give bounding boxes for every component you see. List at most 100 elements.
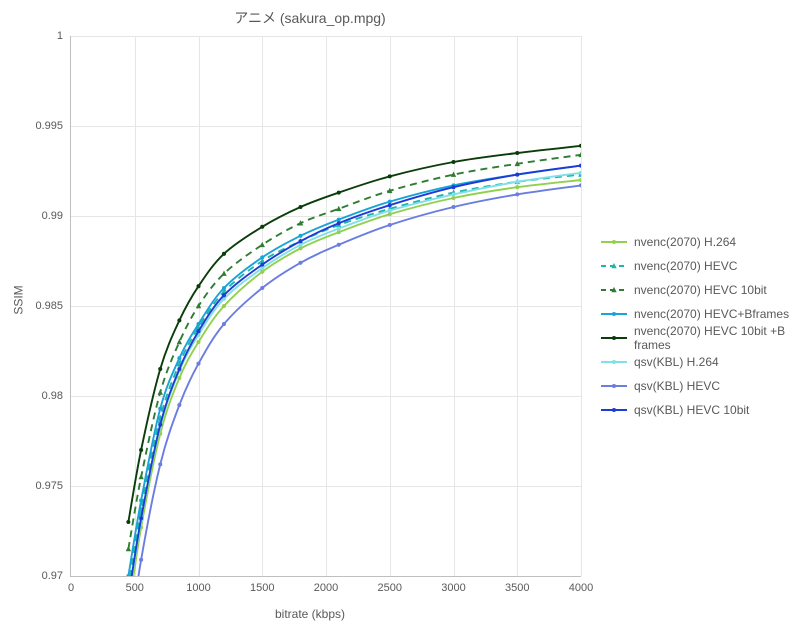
series-marker: [298, 239, 302, 243]
legend-swatch: [600, 403, 628, 417]
y-tick-label: 0.98: [42, 390, 63, 402]
series-line: [128, 185, 581, 627]
x-tick-label: 2500: [378, 582, 402, 594]
series-marker: [337, 191, 341, 195]
x-tick-label: 1000: [186, 582, 210, 594]
series-marker: [337, 218, 341, 222]
series-marker: [515, 185, 519, 189]
series-marker: [222, 286, 226, 290]
x-tick-label: 1500: [250, 582, 274, 594]
series-marker: [337, 227, 341, 231]
series-marker: [126, 520, 130, 524]
series-marker: [298, 243, 302, 247]
x-tick-label: 3000: [441, 582, 465, 594]
series-marker: [388, 209, 392, 213]
series-marker: [451, 185, 455, 189]
series-marker: [222, 293, 226, 297]
series-marker: [260, 242, 265, 247]
series-marker: [177, 318, 181, 322]
series-marker: [196, 362, 200, 366]
series-marker: [388, 200, 392, 204]
series-marker: [388, 223, 392, 227]
series-marker: [515, 192, 519, 196]
legend-label: nvenc(2070) HEVC+Bframes: [634, 307, 789, 321]
series-marker: [158, 367, 162, 371]
series-layer: [71, 36, 581, 576]
legend-swatch: [600, 355, 628, 369]
chart-container: アニメ (sakura_op.mpg) SSIM bitrate (kbps) …: [0, 0, 800, 627]
series-marker: [222, 322, 226, 326]
series-marker: [158, 389, 163, 394]
series-marker: [579, 178, 583, 182]
legend-item: qsv(KBL) HEVC: [600, 374, 800, 398]
series-marker: [579, 164, 583, 168]
series-marker: [196, 340, 200, 344]
series-marker: [337, 230, 341, 234]
series-marker: [138, 474, 143, 479]
legend-label: nvenc(2070) HEVC 10bit +B frames: [634, 324, 800, 352]
legend-item: nvenc(2070) HEVC 10bit +B frames: [600, 326, 800, 350]
x-tick-label: 2000: [314, 582, 338, 594]
legend: nvenc(2070) H.264nvenc(2070) HEVCnvenc(2…: [600, 230, 800, 422]
series-marker: [451, 160, 455, 164]
series-marker: [260, 263, 264, 267]
y-tick-label: 0.985: [35, 300, 63, 312]
legend-swatch: [600, 283, 628, 297]
legend-item: nvenc(2070) HEVC+Bframes: [600, 302, 800, 326]
series-marker: [298, 246, 302, 250]
legend-item: nvenc(2070) H.264: [600, 230, 800, 254]
series-marker: [515, 173, 519, 177]
y-tick-label: 0.99: [42, 210, 63, 222]
series-marker: [388, 212, 392, 216]
legend-swatch: [600, 259, 628, 273]
series-marker: [579, 183, 583, 187]
series-marker: [126, 574, 130, 578]
series-marker: [451, 196, 455, 200]
series-marker: [177, 403, 181, 407]
series-marker: [260, 255, 264, 259]
y-tick-label: 0.97: [42, 570, 63, 582]
series-marker: [126, 596, 130, 600]
y-tick-label: 1: [57, 30, 63, 42]
legend-item: nvenc(2070) HEVC 10bit: [600, 278, 800, 302]
x-axis-label: bitrate (kbps): [0, 607, 620, 621]
series-marker: [177, 367, 181, 371]
legend-swatch: [600, 307, 628, 321]
series-marker: [139, 498, 143, 502]
legend-swatch: [600, 331, 628, 345]
series-marker: [260, 225, 264, 229]
legend-item: qsv(KBL) H.264: [600, 350, 800, 374]
legend-label: qsv(KBL) HEVC 10bit: [634, 403, 749, 417]
series-marker: [298, 261, 302, 265]
series-line: [128, 166, 581, 598]
series-marker: [222, 304, 226, 308]
plot-area: 050010001500200025003000350040000.970.97…: [70, 36, 581, 577]
series-marker: [298, 234, 302, 238]
series-marker: [126, 546, 131, 551]
chart-title: アニメ (sakura_op.mpg): [0, 8, 620, 28]
series-marker: [139, 516, 143, 520]
series-marker: [196, 322, 200, 326]
series-marker: [451, 205, 455, 209]
series-marker: [515, 151, 519, 155]
x-tick-label: 0: [68, 582, 74, 594]
legend-label: nvenc(2070) H.264: [634, 235, 736, 249]
x-tick-label: 500: [126, 582, 144, 594]
legend-swatch: [600, 235, 628, 249]
series-marker: [337, 221, 341, 225]
series-marker: [579, 144, 583, 148]
series-marker: [515, 180, 519, 184]
series-marker: [451, 192, 455, 196]
x-tick-label: 4000: [569, 582, 593, 594]
series-marker: [126, 601, 130, 605]
y-axis-label: SSIM: [12, 285, 26, 314]
series-line: [128, 180, 581, 612]
series-marker: [139, 448, 143, 452]
series-marker: [579, 171, 583, 175]
series-marker: [336, 206, 341, 211]
x-tick-label: 3500: [505, 582, 529, 594]
series-marker: [221, 270, 226, 275]
legend-label: nvenc(2070) HEVC 10bit: [634, 283, 767, 297]
series-marker: [337, 243, 341, 247]
legend-label: qsv(KBL) H.264: [634, 355, 719, 369]
